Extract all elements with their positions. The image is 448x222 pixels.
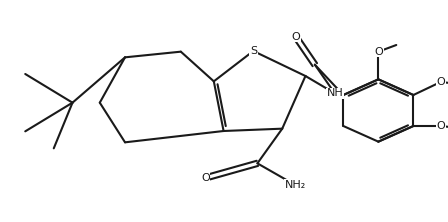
Text: S: S — [250, 46, 257, 56]
Text: O: O — [291, 32, 300, 42]
Text: NH: NH — [327, 88, 343, 98]
Text: O: O — [436, 121, 445, 131]
Text: O: O — [436, 77, 445, 87]
Text: O: O — [374, 47, 383, 57]
Text: NH₂: NH₂ — [284, 180, 306, 190]
Text: O: O — [201, 173, 210, 183]
